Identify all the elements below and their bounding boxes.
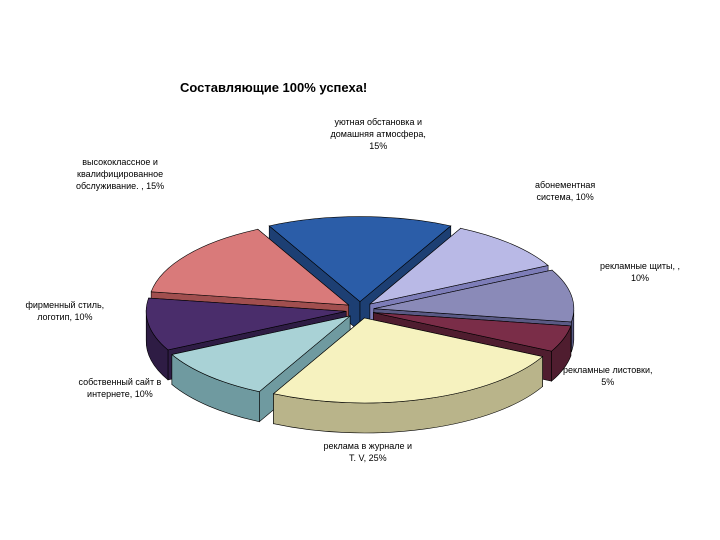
label-site: собственный сайт в интернете, 10% xyxy=(79,376,162,400)
label-service: высококлассное и квалифицированное обслу… xyxy=(76,156,164,192)
label-tv: реклама в журнале и T. V, 25% xyxy=(324,440,413,464)
label-shields: рекламные щиты, , 10% xyxy=(600,260,680,284)
label-leaflets: рекламные листовки, 5% xyxy=(563,364,653,388)
label-cozy: уютная обстановка и домашняя атмосфера, … xyxy=(331,116,426,152)
label-abon: абонементная система, 10% xyxy=(535,179,595,203)
label-logo: фирменный стиль, логотип, 10% xyxy=(26,299,105,323)
